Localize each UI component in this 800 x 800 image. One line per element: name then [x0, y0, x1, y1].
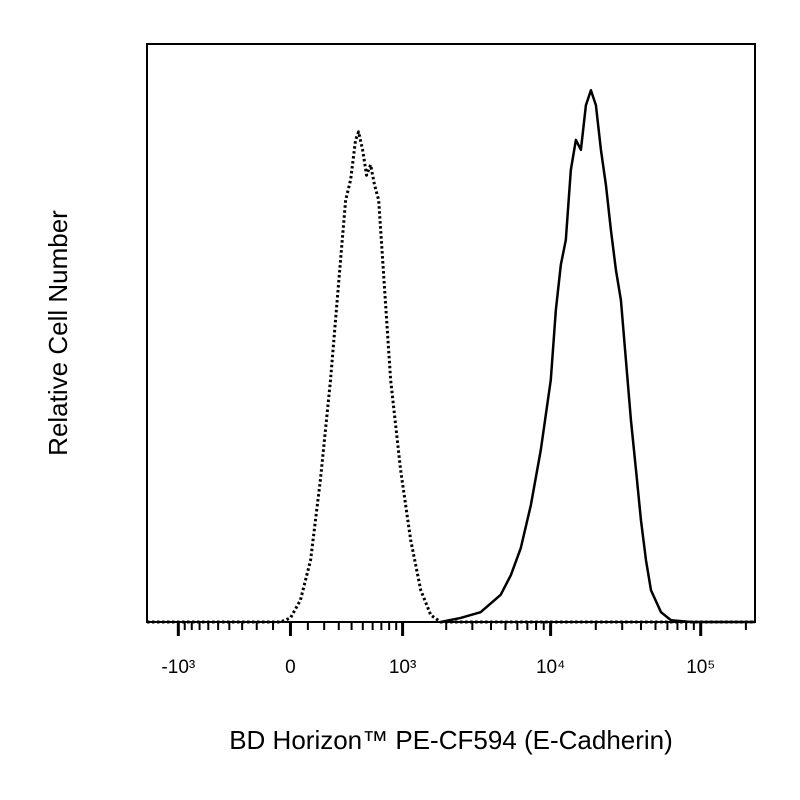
x-tick-label: 10⁵: [686, 657, 715, 678]
histogram-line: [440, 88, 755, 624]
x-tick-label: 10³: [389, 657, 416, 678]
plot-frame: [146, 43, 756, 623]
x-tick-label: 0: [285, 657, 296, 678]
y-axis-label: Relative Cell Number: [43, 210, 73, 456]
x-axis-label: BD Horizon™ PE-CF594 (E-Cadherin): [229, 725, 673, 755]
x-tick-label: 10⁴: [536, 657, 565, 678]
x-tick-label: -10³: [161, 657, 195, 678]
histogram-line: [147, 130, 755, 624]
